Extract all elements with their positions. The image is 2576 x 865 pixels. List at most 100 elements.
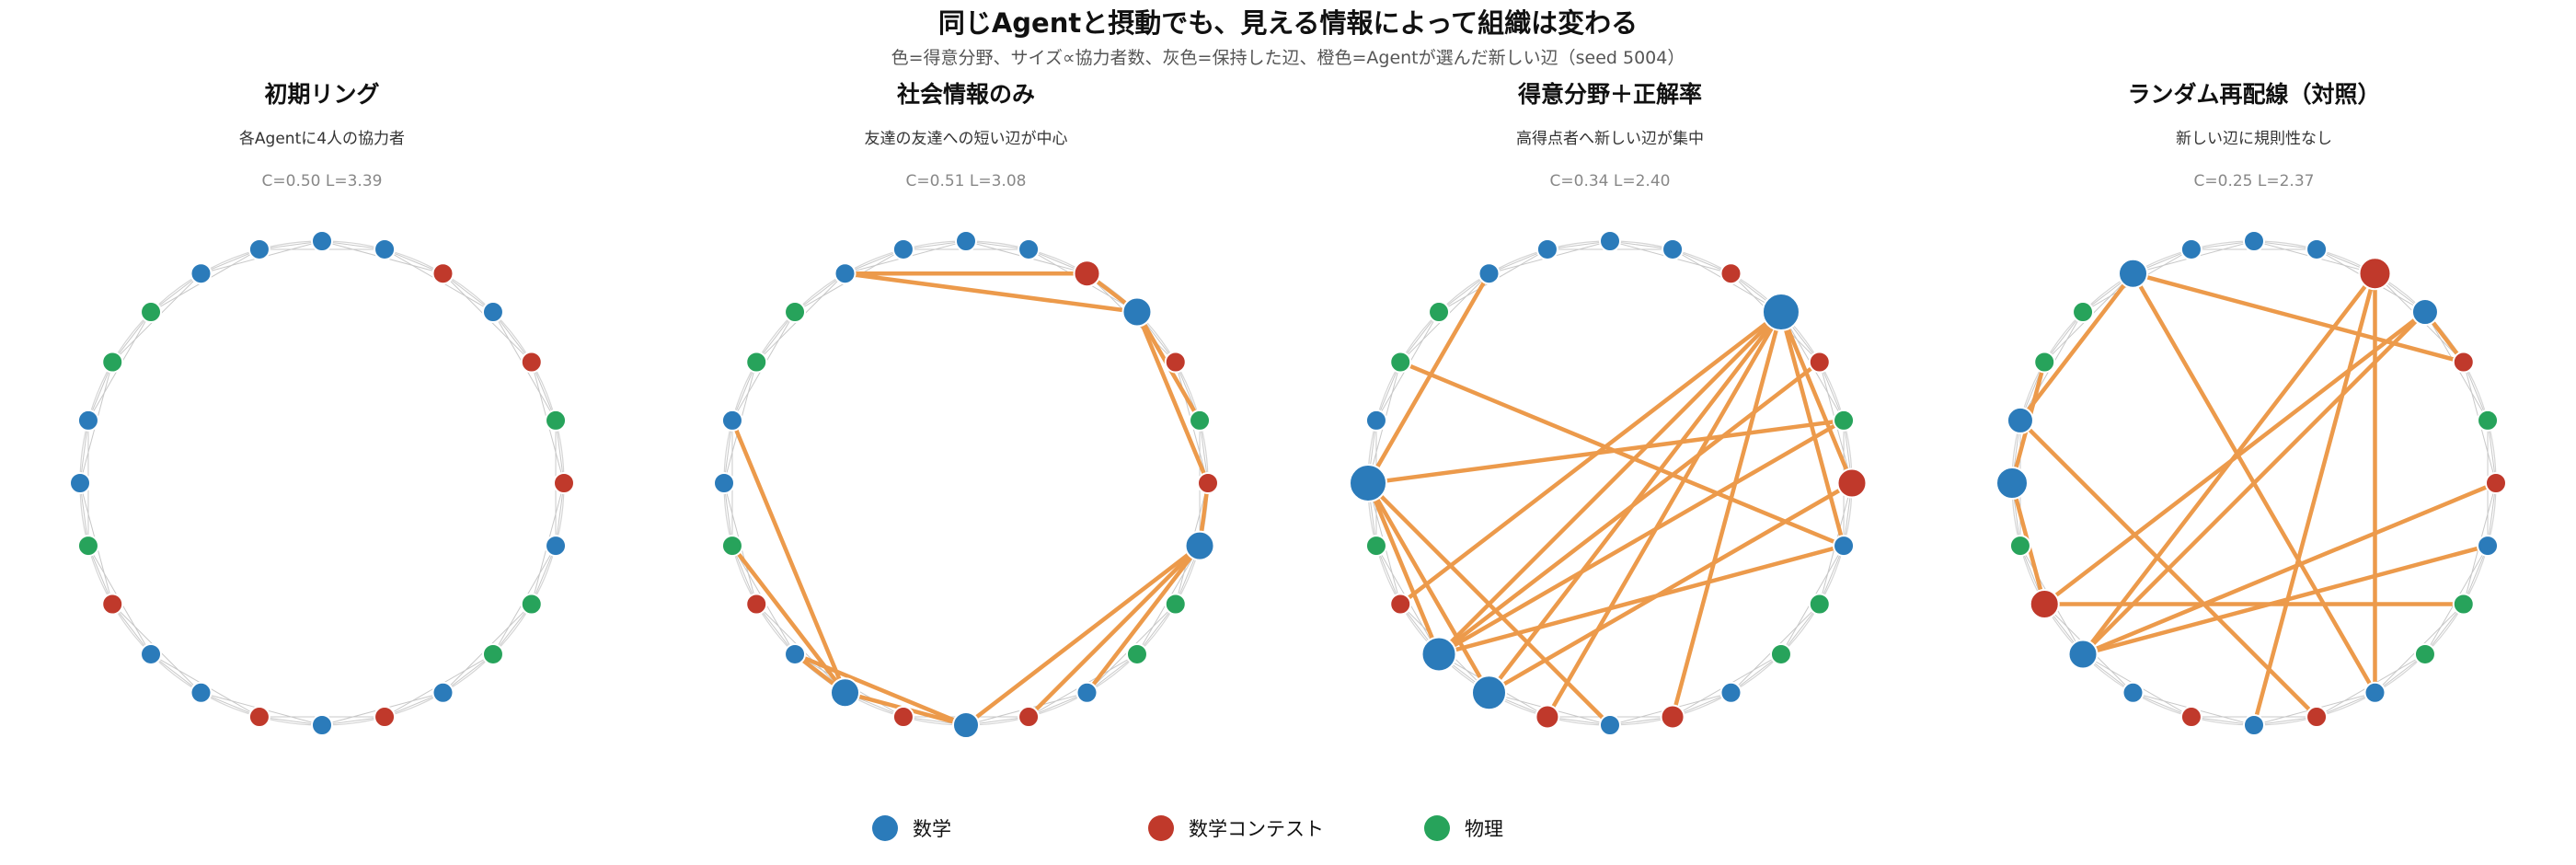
agent-node	[745, 351, 768, 374]
agent-node	[2072, 301, 2095, 324]
new-edge	[1778, 309, 1855, 486]
panel-stats: C=0.50 L=3.39	[261, 172, 383, 190]
new-edge	[963, 543, 1202, 728]
agent-node	[1478, 262, 1501, 285]
agent-node	[76, 535, 99, 558]
new-edge	[1436, 309, 1784, 657]
agent-node	[1121, 296, 1153, 328]
new-edge	[1778, 309, 1846, 548]
panel-stats: C=0.25 L=2.37	[2193, 172, 2315, 190]
agent-node	[784, 642, 807, 665]
new-edge	[1026, 543, 1202, 720]
agent-node	[311, 714, 333, 736]
agent-node	[2118, 258, 2148, 289]
agent-node	[1164, 593, 1187, 616]
legend-label: 数学コンテスト	[1189, 818, 1324, 840]
figure-subtitle: 色=得意分野、サイズ∝協力者数、灰色=保持した辺、橙色=Agentが選んだ新しい…	[891, 48, 1685, 68]
new-edge	[2251, 271, 2377, 728]
agent-node	[2477, 535, 2500, 558]
agent-node	[1660, 704, 1685, 730]
agent-node	[374, 706, 397, 729]
agent-node	[955, 230, 977, 252]
panel-description: 各Agentに4人の協力者	[238, 130, 406, 148]
agent-node	[713, 472, 735, 494]
agent-node	[2358, 257, 2392, 291]
agent-node	[1808, 351, 1831, 374]
panel-title: ランダム再配線（対照）	[2127, 81, 2381, 108]
new-edge	[1545, 309, 1784, 720]
new-edge	[2018, 418, 2319, 720]
agent-node	[545, 409, 568, 432]
new-edge	[1365, 271, 1491, 486]
agent-node	[431, 681, 454, 704]
new-edge	[1487, 480, 1855, 696]
agent-node	[745, 593, 768, 616]
agent-node	[520, 351, 543, 374]
agent-node	[1364, 409, 1387, 432]
new-edge	[1670, 309, 1784, 720]
agent-node	[481, 301, 504, 324]
new-edge	[1365, 480, 1613, 728]
agent-node	[1420, 636, 1457, 673]
agent-node	[1599, 714, 1621, 736]
agent-node	[76, 409, 99, 432]
agent-node	[891, 237, 914, 260]
new-edge	[2131, 271, 2467, 364]
new-edge	[730, 543, 847, 696]
agent-node	[545, 535, 568, 558]
agent-node	[190, 681, 213, 704]
agent-node	[834, 262, 857, 285]
new-edge	[843, 271, 1140, 315]
agent-node	[2006, 406, 2034, 434]
panel-expertise-accuracy: 得意分野＋正解率 高得点者へ新しい辺が集中 C=0.34 L=2.40	[1288, 74, 1932, 755]
agent-node	[2067, 639, 2099, 670]
legend-label: 物理	[1465, 818, 1503, 840]
agent-node	[553, 472, 575, 494]
agent-node	[2008, 535, 2031, 558]
agent-node	[1719, 681, 1742, 704]
panel-title: 初期リング	[264, 81, 380, 108]
legend-item-math-contest: 数学コンテスト	[1148, 810, 1324, 847]
panel-description: 新しい辺に規則性なし	[2176, 130, 2332, 148]
legend-label: 数学	[913, 818, 951, 840]
agent-node	[952, 711, 980, 739]
agent-node	[374, 237, 397, 260]
agent-node	[1364, 535, 1387, 558]
agent-node	[520, 593, 543, 616]
panel-social-info-only: 社会情報のみ 友達の友達への短い辺が中心 C=0.51 L=3.08	[644, 74, 1288, 755]
figure-title: 同じAgentと摂動でも、見える情報によって組織は変わる	[937, 7, 1639, 39]
agent-node	[2477, 409, 2500, 432]
new-edge	[1397, 309, 1784, 606]
legend-item-physics: 物理	[1424, 810, 1503, 847]
agent-node	[720, 535, 743, 558]
agent-node	[1349, 464, 1387, 502]
agent-node	[2410, 298, 2439, 327]
panel-description: 高得点者へ新しい辺が集中	[1516, 130, 1704, 148]
new-edge	[792, 652, 969, 728]
panel-title: 社会情報のみ	[896, 81, 1035, 108]
agent-node	[891, 706, 914, 729]
agent-node	[1471, 675, 1507, 711]
agent-node	[1018, 706, 1041, 729]
agent-node	[1662, 237, 1685, 260]
agent-node	[481, 642, 504, 665]
agent-node	[2452, 351, 2475, 374]
agent-node	[1073, 260, 1101, 288]
agent-node	[1833, 535, 1856, 558]
network-graph	[1349, 230, 1868, 736]
network-graph	[69, 230, 575, 736]
agent-node	[1428, 301, 1451, 324]
new-edge	[2041, 309, 2428, 606]
new-edge	[1397, 360, 1846, 548]
agent-node	[1164, 351, 1187, 374]
agent-node	[431, 262, 454, 285]
new-edge	[730, 418, 847, 696]
legend-dot	[1148, 815, 1174, 841]
agent-node	[784, 301, 807, 324]
agent-node	[1719, 262, 1742, 285]
agent-node	[2306, 706, 2329, 729]
new-edge	[1436, 543, 1846, 657]
new-edge	[1365, 418, 1846, 486]
agent-node	[2029, 589, 2060, 619]
agent-node	[1535, 704, 1560, 730]
